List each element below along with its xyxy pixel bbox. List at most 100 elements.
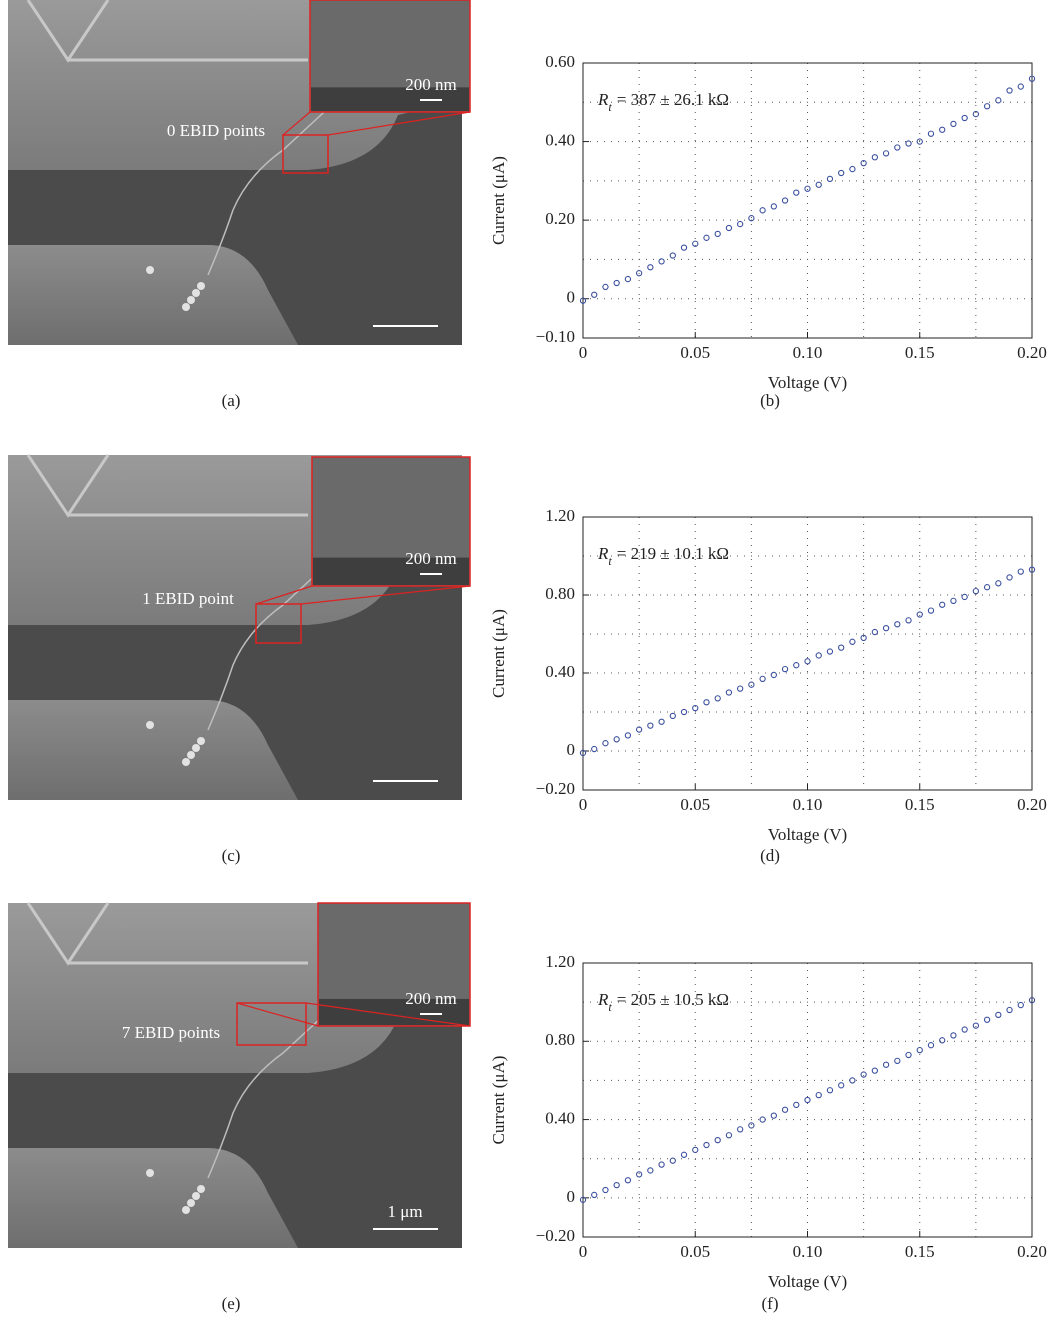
scale-label: 1 μm [387,1202,422,1221]
panel-label: (c) [222,846,241,865]
data-point [916,138,923,145]
data-point [939,601,946,608]
zoom-box [255,603,302,644]
particle [192,289,200,297]
data-point [815,181,822,188]
data-point [602,1186,609,1194]
sem-image: 0 EBID points 200 nm [8,0,471,345]
data-point [939,126,946,133]
data-point [737,220,744,228]
particle [146,721,154,729]
particle [182,303,190,311]
particle [192,1192,200,1200]
data-point [927,607,935,614]
sem-annotation: 7 EBID points [122,1023,220,1042]
y-tick-label: 0 [567,288,576,307]
data-point [849,165,856,173]
data-point [647,1167,654,1174]
data-point [882,1061,890,1068]
panel-label: (b) [760,391,780,410]
y-axis-label: Current (μA) [489,609,508,698]
data-point [737,1126,744,1133]
x-tick-label: 0.10 [793,795,823,814]
top-electrode-ridge [26,0,308,63]
data-point [759,675,766,682]
data-point [860,160,867,167]
y-axis-label: Current (μA) [489,1056,508,1145]
data-point [624,1177,632,1184]
data-point [658,1161,665,1168]
particle [197,282,205,290]
data-point [961,114,968,122]
data-point [804,658,811,665]
annotation-subscript: t [608,1000,612,1014]
data-point [770,203,777,210]
data-point [759,1116,766,1123]
x-tick-label: 0.20 [1017,795,1047,814]
data-point [591,291,598,298]
data-point [669,1157,676,1164]
y-tick-label: 0.40 [545,130,575,149]
data-point [591,745,598,753]
nanowire [207,544,349,731]
x-axis-label: Voltage (V) [768,373,847,392]
data-point [838,644,845,651]
x-tick-label: 0 [579,795,588,814]
data-point [714,695,721,702]
data-point [613,279,620,287]
data-point [579,297,587,304]
data-point [602,740,609,747]
bottom-electrode [8,245,298,345]
y-tick-label: 0.40 [545,1108,575,1127]
annotation-subscript: t [608,554,612,568]
data-point [983,103,991,110]
data-point [725,224,733,232]
y-tick-label: 1.20 [545,952,575,971]
particle [187,296,195,304]
data-point [579,1196,587,1203]
zoom-box [282,134,329,174]
data-point [737,685,744,692]
resistance-annotation: Rt = 387 ± 26.1 kΩ [597,90,729,114]
data-point [1006,87,1013,94]
zoom-lines [255,585,471,605]
data-point [793,189,800,196]
data-point [995,580,1002,587]
data-point [1017,83,1024,90]
data-point [748,215,755,222]
particle [146,1169,154,1177]
data-point [826,1087,834,1094]
data-point [860,1071,867,1078]
particle [187,1199,195,1207]
x-tick-label: 0.15 [905,343,935,362]
data-point [781,665,789,673]
data-point [916,1046,923,1054]
data-point [1006,574,1013,581]
nanowire [207,992,349,1179]
annotation-subscript: t [608,100,612,114]
data-point [894,621,901,628]
inset-scale-label: 200 nm [405,989,456,1008]
data-point [882,625,890,632]
y-tick-label: 0.80 [545,584,575,603]
data-point [815,652,822,659]
data-point [927,1042,935,1049]
data-point [669,712,676,720]
data-point [1006,1006,1013,1014]
data-point [995,1011,1002,1019]
annotation-text: = 387 ± 26.1 kΩ [617,90,729,109]
x-tick-label: 0.20 [1017,1242,1047,1261]
zoom-box [236,1002,307,1046]
data-point [972,1022,980,1029]
x-tick-label: 0 [579,1242,588,1261]
data-point [635,270,643,277]
y-tick-label: −0.20 [536,779,575,798]
sem-annotation: 0 EBID points [167,121,265,140]
data-point [591,1191,598,1199]
data-point [635,726,643,733]
x-tick-label: 0.20 [1017,343,1047,362]
data-point [635,1171,643,1178]
data-point [826,648,834,655]
y-tick-label: 0.80 [545,1030,575,1049]
particle [197,1185,205,1193]
